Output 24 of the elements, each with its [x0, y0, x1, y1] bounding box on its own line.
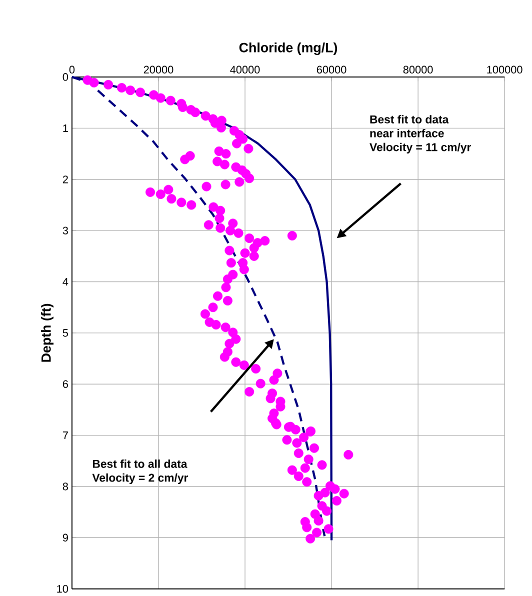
y-tick-label: 7: [62, 432, 68, 440]
y-tick-label: 9: [62, 534, 68, 542]
y-tick-label: 5: [62, 329, 68, 337]
x-tick-label: 100000: [487, 66, 522, 74]
x-tick-label: 0: [69, 66, 74, 74]
y-tick-label: 10: [57, 584, 68, 593]
annotation: Velocity = 11 cm/yr: [369, 142, 471, 154]
y-tick-label: 8: [62, 482, 68, 490]
y-tick-label: 2: [62, 176, 68, 184]
x-tick-label: 40000: [230, 66, 260, 74]
x-tick-label: 20000: [144, 66, 174, 74]
annotation: Best fit to all data: [92, 460, 188, 468]
annotation: near interface: [370, 128, 444, 138]
y-tick-label: 6: [62, 380, 68, 388]
y-axis-title: Depth (ft): [40, 304, 54, 362]
y-tick-label: 3: [62, 226, 68, 234]
x-tick-label: 80000: [403, 66, 433, 74]
x-tick-label: 60000: [316, 66, 346, 74]
y-tick-label: 1: [63, 124, 68, 132]
x-axis-title: Chloride (mg/L): [239, 42, 337, 56]
y-tick-label: 4: [62, 278, 68, 286]
annotation: Best fit to data: [370, 115, 449, 124]
annotation: Velocity = 2 cm/yr: [92, 473, 188, 484]
y-tick-label: 0: [62, 73, 68, 81]
